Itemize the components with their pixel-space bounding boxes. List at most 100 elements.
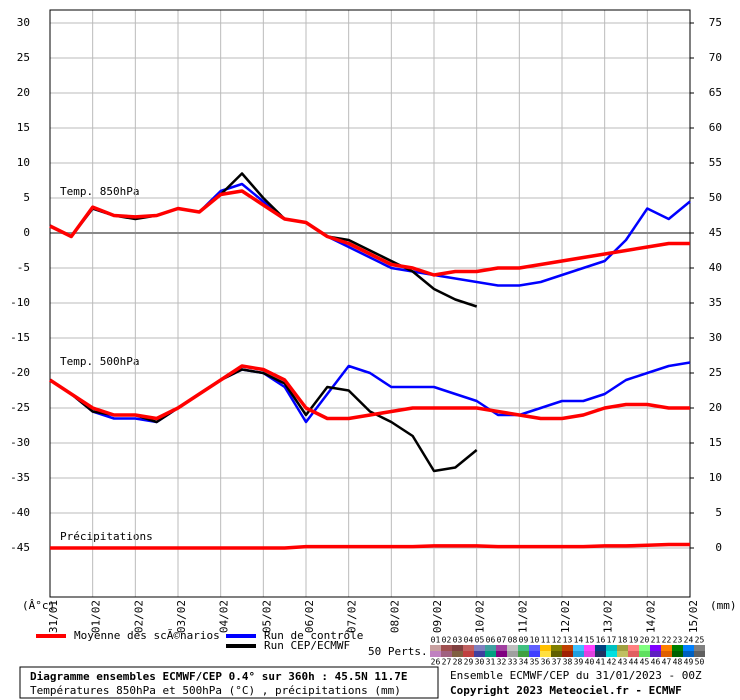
pert-label: 04 [464,636,474,645]
pert-label: 02 [442,636,452,645]
y2-tick-label: 0 [715,541,722,554]
pert-label: 06 [486,636,496,645]
pert-label: 11 [541,636,551,645]
pert-swatch [452,651,463,657]
pert-swatch [430,651,441,657]
pert-label: 03 [453,636,463,645]
pert-swatch [496,651,507,657]
pert-swatch [617,651,628,657]
y2-tick-label: 50 [709,191,722,204]
y-tick-label: -25 [10,401,30,414]
y2-tick-label: 55 [709,156,722,169]
y-tick-label: 5 [23,191,30,204]
footer-run: Ensemble ECMWF/CEP du 31/01/2023 - 00Z [450,669,702,682]
y2-tick-label: 15 [709,436,722,449]
pert-label: 15 [585,636,595,645]
pert-swatch [694,651,705,657]
x-tick-label: 14/02 [644,600,657,633]
x-tick-label: 07/02 [346,600,359,633]
x-tick-label: 10/02 [474,600,487,633]
y-tick-label: -10 [10,296,30,309]
y-tick-label: -35 [10,471,30,484]
y2-tick-label: 60 [709,121,722,134]
pert-swatch [518,645,529,651]
pert-swatch [606,645,617,651]
y2-unit: (mm) [710,599,737,612]
pert-label: 25 [695,636,705,645]
pert-swatch [683,645,694,651]
pert-swatch [441,651,452,657]
pert-swatch [540,651,551,657]
pert-label: 46 [651,658,661,667]
y-tick-label: -45 [10,541,30,554]
y-tick-label: 0 [23,226,30,239]
pert-swatch [452,645,463,651]
pert-swatch [650,645,661,651]
legend-label: Run CEP/ECMWF [264,639,350,652]
pert-swatch [661,645,672,651]
x-tick-label: 05/02 [260,600,273,633]
pert-swatch [573,651,584,657]
pert-swatch [628,651,639,657]
pert-swatch [639,651,650,657]
y2-tick-label: 20 [709,401,722,414]
pert-swatch [551,651,562,657]
x-tick-label: 08/02 [388,600,401,633]
x-tick-label: 03/02 [175,600,188,633]
y2-tick-label: 45 [709,226,722,239]
x-tick-label: 04/02 [218,600,231,633]
footer-subtitle: Températures 850hPa et 500hPa (°C) , pré… [30,684,401,697]
pert-swatch [683,651,694,657]
pert-label: 22 [662,636,672,645]
pert-label: 10 [530,636,540,645]
pert-swatch [672,645,683,651]
pert-label: 18 [618,636,628,645]
series-line [50,542,690,550]
legend-label: Moyenne des scÃ©narios [74,629,220,642]
pert-swatch [507,651,518,657]
pert-label: 32 [497,658,507,667]
pert-swatch [485,645,496,651]
pert-label: 38 [563,658,573,667]
footer-copyright: Copyright 2023 Meteociel.fr - ECMWF [450,684,682,697]
x-tick-label: 11/02 [516,600,529,633]
pert-label: 30 [475,658,485,667]
pert-label: 16 [596,636,606,645]
y2-tick-label: 30 [709,331,722,344]
y-tick-label: -20 [10,366,30,379]
series-line [49,189,690,277]
perts-label: 50 Perts. [368,645,428,658]
pert-label: 33 [508,658,518,667]
y2-tick-label: 5 [715,506,722,519]
pert-label: 40 [585,658,595,667]
pert-label: 28 [453,658,463,667]
pert-label: 07 [497,636,507,645]
y-tick-label: -5 [17,261,30,274]
pert-label: 48 [673,658,683,667]
y2-tick-label: 10 [709,471,722,484]
legend-label: Run de contrôle [264,629,363,642]
pert-swatch [562,651,573,657]
footer-box [19,666,439,699]
y2-tick-label: 75 [709,16,722,29]
pert-swatch [694,645,705,651]
pert-swatch [562,645,573,651]
label-850: Temp. 850hPa [60,185,139,198]
pert-swatch [628,645,639,651]
pert-label: 21 [651,636,661,645]
pert-label: 37 [552,658,562,667]
pert-label: 13 [563,636,573,645]
pert-label: 12 [552,636,562,645]
pert-label: 34 [519,658,529,667]
pert-label: 27 [442,658,452,667]
pert-swatch [573,645,584,651]
footer-title: Diagramme ensembles ECMWF/CEP 0.4° sur 3… [30,670,408,683]
pert-label: 20 [640,636,650,645]
y-tick-label: -40 [10,506,30,519]
pert-swatch [474,645,485,651]
y-tick-label: 10 [17,156,30,169]
pert-label: 09 [519,636,529,645]
x-tick-label: 02/02 [132,600,145,633]
pert-swatch [441,645,452,651]
x-tick-label: 01/02 [90,600,103,633]
